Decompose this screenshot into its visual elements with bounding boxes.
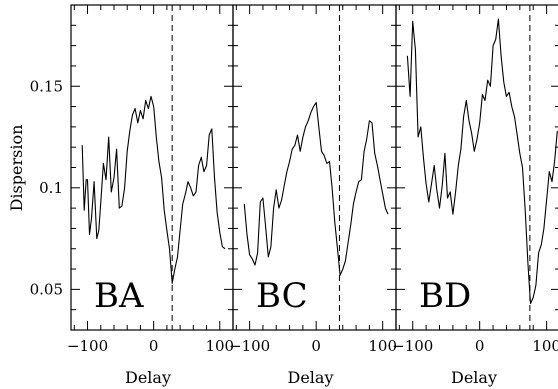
dispersion-curve-bd <box>406 18 558 305</box>
x-axis-label: Delay <box>451 368 497 387</box>
x-tick-label: 100 <box>205 337 234 355</box>
panel-bc: −100 0 100 BC Delay <box>229 4 397 387</box>
x-axis-label: Delay <box>288 368 334 387</box>
dispersion-curve-bc <box>243 101 389 276</box>
y-tick-label: 0.1 <box>39 179 63 197</box>
x-tick-label: −100 <box>229 337 270 355</box>
panel-label-bc: BC <box>256 276 308 316</box>
x-tick-label: 100 <box>532 337 558 355</box>
x-tick-label: −100 <box>67 337 108 355</box>
x-axis-label: Delay <box>125 368 171 387</box>
x-tick-label: −100 <box>392 337 433 355</box>
y-tick-label: 0.15 <box>30 77 63 95</box>
panel-label-bd: BD <box>419 276 471 316</box>
y-axis-label: Dispersion <box>7 125 26 212</box>
dispersion-curve-ba <box>81 95 226 284</box>
x-tick-label: 0 <box>475 337 485 355</box>
panel-ba: −100 0 100 0.05 0.1 0.15 BA Delay <box>30 4 234 387</box>
y-tick-label: 0.05 <box>30 280 63 298</box>
x-tick-label: 0 <box>311 337 321 355</box>
x-tick-label: 0 <box>149 337 159 355</box>
panel-label-ba: BA <box>94 276 144 316</box>
x-tick-label: 100 <box>368 337 397 355</box>
panel-bd: −100 0 100 BD Delay <box>392 4 558 387</box>
